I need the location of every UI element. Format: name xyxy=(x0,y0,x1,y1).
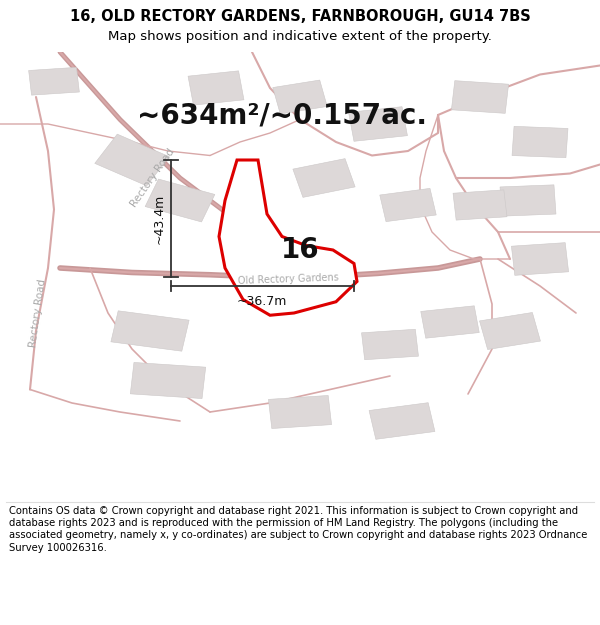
Polygon shape xyxy=(145,179,215,222)
Polygon shape xyxy=(95,134,169,186)
Polygon shape xyxy=(111,311,189,351)
Text: 16: 16 xyxy=(281,236,319,264)
Polygon shape xyxy=(451,81,509,113)
Polygon shape xyxy=(500,185,556,216)
Polygon shape xyxy=(349,107,407,141)
Text: ~36.7m: ~36.7m xyxy=(237,295,287,308)
Polygon shape xyxy=(453,190,507,220)
Polygon shape xyxy=(369,402,435,439)
Text: Rectory Road: Rectory Road xyxy=(129,147,177,209)
Text: Contains OS data © Crown copyright and database right 2021. This information is : Contains OS data © Crown copyright and d… xyxy=(9,506,587,553)
Polygon shape xyxy=(511,242,569,276)
Text: 16, OLD RECTORY GARDENS, FARNBOROUGH, GU14 7BS: 16, OLD RECTORY GARDENS, FARNBOROUGH, GU… xyxy=(70,9,530,24)
Text: Old Rectory Gardens: Old Rectory Gardens xyxy=(238,272,338,286)
Polygon shape xyxy=(293,159,355,198)
Text: ~634m²/~0.157ac.: ~634m²/~0.157ac. xyxy=(137,101,427,129)
Polygon shape xyxy=(273,80,327,114)
Polygon shape xyxy=(268,396,332,429)
Polygon shape xyxy=(362,329,418,360)
Text: Rectory Road: Rectory Road xyxy=(28,278,47,348)
Text: ~43.4m: ~43.4m xyxy=(152,193,166,244)
Polygon shape xyxy=(512,126,568,158)
Polygon shape xyxy=(421,306,479,338)
Polygon shape xyxy=(380,188,436,222)
Polygon shape xyxy=(219,160,357,315)
Polygon shape xyxy=(29,68,79,95)
Text: Map shows position and indicative extent of the property.: Map shows position and indicative extent… xyxy=(108,29,492,42)
Polygon shape xyxy=(130,362,206,399)
Polygon shape xyxy=(188,71,244,105)
Polygon shape xyxy=(479,312,541,349)
